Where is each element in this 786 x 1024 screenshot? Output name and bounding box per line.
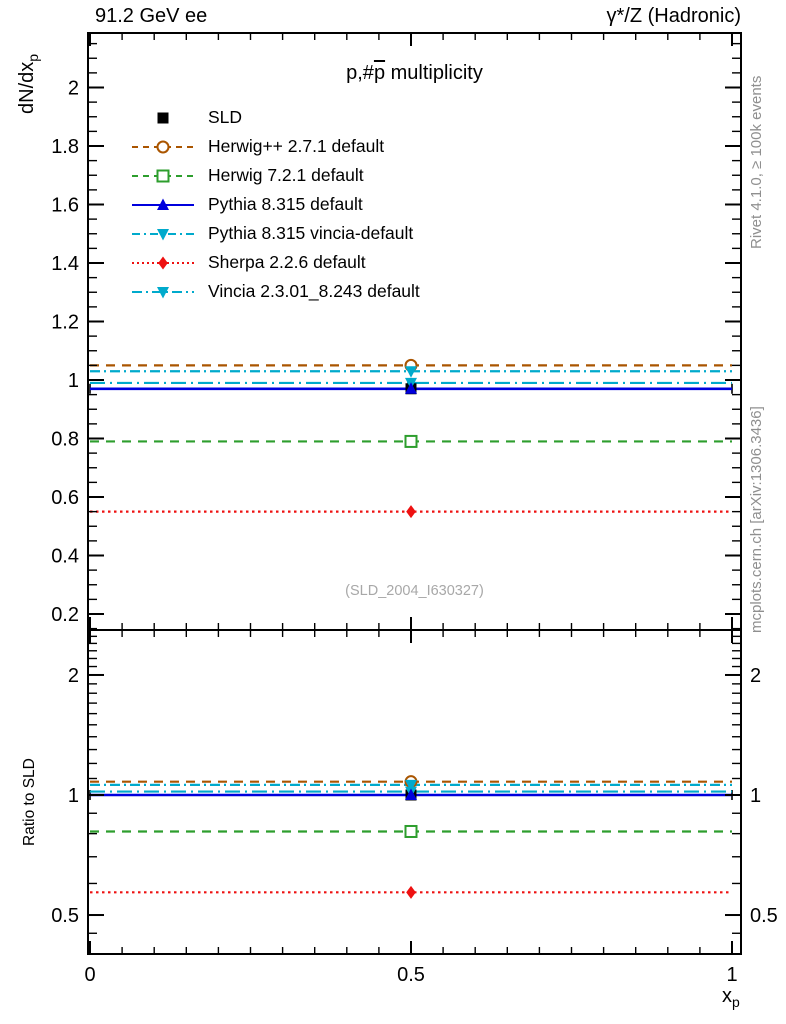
open-square-marker (404, 434, 418, 448)
filled-triangle-down-marker (157, 228, 169, 240)
legend-item: Sherpa 2.2.6 default (131, 248, 420, 277)
legend-swatch-filled-triangle-up-icon (132, 198, 194, 210)
process-label: γ*/Z (Hadronic) (606, 5, 741, 27)
y-axis-label-main: dN/dxp (16, 54, 41, 114)
x-tick-label: 0.5 (397, 964, 425, 986)
legend-label: Sherpa 2.2.6 default (208, 252, 366, 272)
filled-triangle-up-marker (157, 198, 169, 210)
filled-diamond-marker (406, 885, 416, 899)
y-main-tick-label: 1.8 (51, 136, 79, 158)
open-circle-marker (156, 140, 170, 153)
y-main-tick-label: 1 (68, 370, 79, 392)
filled-triangle-up-marker (405, 382, 417, 394)
filled-triangle-down-marker (405, 779, 417, 792)
rivet-version-note: Rivet 4.1.0, ≥ 100k events (748, 75, 765, 249)
beam-energy-label: 91.2 GeV ee (95, 5, 208, 27)
y-axis-label-ratio: Ratio to SLD (21, 758, 38, 846)
legend-item: Pythia 8.315 default (131, 190, 420, 219)
filled-triangle-down-marker (405, 366, 417, 378)
filled-diamond-marker (158, 256, 168, 269)
y-main-tick-label: 0.6 (51, 487, 79, 509)
filled-triangle-down-marker (157, 286, 169, 298)
x-tick-label: 1 (726, 964, 737, 986)
legend-label: Pythia 8.315 default (208, 194, 363, 214)
y-main-tick-label: 1.4 (51, 253, 79, 275)
filled-triangle-up-marker (405, 788, 417, 800)
legend-swatch-filled-triangle-down-icon (132, 228, 194, 240)
legend-swatch-open-square-icon (132, 169, 194, 182)
legend-swatch-filled-square-icon (157, 112, 169, 123)
filled-diamond-marker (406, 505, 416, 519)
y-ratio-tick-label-left: 2 (68, 665, 79, 687)
open-square-marker (404, 824, 418, 838)
legend-item: Pythia 8.315 vincia-default (131, 219, 420, 248)
analysis-id-watermark: (SLD_2004_I630327) (345, 583, 484, 599)
y-ratio-tick-label-left: 0.5 (51, 905, 79, 927)
plot-title-post: multiplicity (385, 62, 483, 84)
y-axis-label-main-text: dN/dx (16, 61, 38, 114)
y-ratio-tick-label-right: 2 (750, 665, 761, 687)
ratio-series (89, 775, 733, 899)
legend: SLD Herwig++ 2.7.1 default Herwig 7.2.1 de… (131, 103, 420, 306)
legend-label: SLD (208, 107, 243, 127)
y-ratio-tick-label-right: 0.5 (750, 905, 778, 927)
legend-item: Herwig 7.2.1 default (131, 161, 420, 190)
plot-title-pre: p,# (346, 62, 374, 84)
x-axis-label-sub: p (732, 994, 740, 1010)
legend-label: Herwig++ 2.7.1 default (208, 136, 385, 156)
plot-title: p,#p multiplicity (88, 62, 741, 85)
legend-label: Pythia 8.315 vincia-default (208, 223, 414, 243)
legend-swatch-filled-triangle-down-icon (132, 286, 194, 298)
mcplots-arxiv-note: mcplots.cern.ch [arXiv:1306.3436] (748, 406, 765, 633)
y-main-tick-label: 2 (68, 78, 79, 100)
main-series (89, 358, 733, 519)
panel-frames (87, 32, 742, 955)
x-axis-label-text: x (722, 985, 732, 1007)
legend-swatch-filled-diamond-icon (132, 256, 194, 269)
open-square-marker (156, 169, 170, 182)
x-tick-label: 0 (84, 964, 95, 986)
y-main-tick-label: 0.8 (51, 429, 79, 451)
y-main-tick-label: 1.6 (51, 195, 79, 217)
y-axis-ratio-ticks: 0.5 0.5 1 1 2 2 (51, 635, 778, 934)
legend-label: Herwig 7.2.1 default (208, 165, 364, 185)
plot-title-pbar: p (373, 62, 386, 84)
y-main-tick-label: 0.4 (51, 546, 79, 568)
filled-square-marker (157, 112, 169, 123)
legend-item: Herwig++ 2.7.1 default (131, 132, 420, 161)
legend-item: Vincia 2.3.01_8.243 default (131, 277, 420, 306)
y-ratio-tick-label-right: 1 (750, 785, 761, 807)
y-axis-main-ticks: 0.2 0.4 0.6 0.8 1 1.2 1.4 1.6 1.8 2 (51, 42, 741, 630)
legend-label: Vincia 2.3.01_8.243 default (208, 281, 420, 301)
legend-item: SLD (131, 103, 420, 132)
y-axis-label-main-sub: p (25, 53, 41, 62)
legend-swatch-open-circle-icon (132, 140, 194, 153)
y-main-tick-label: 0.2 (51, 604, 79, 626)
y-main-tick-label: 1.2 (51, 312, 79, 334)
x-axis-label: xp (722, 985, 740, 1010)
y-ratio-tick-label-left: 1 (68, 785, 79, 807)
